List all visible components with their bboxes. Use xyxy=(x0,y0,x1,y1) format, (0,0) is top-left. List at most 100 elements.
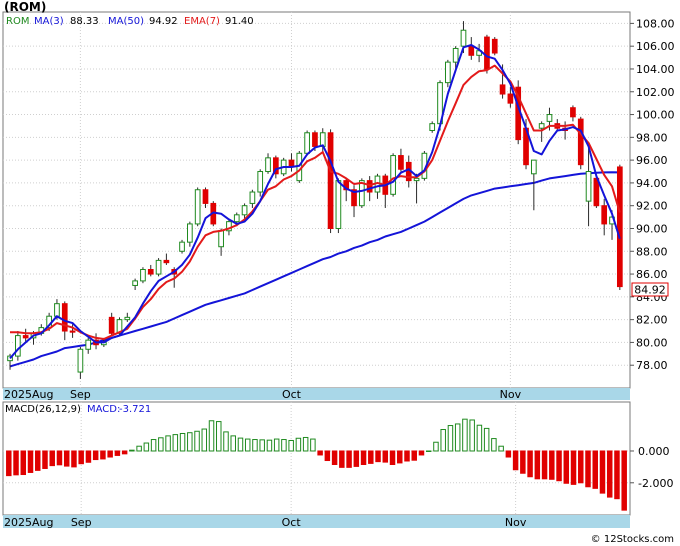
candle-down xyxy=(491,38,498,54)
macd-bar-positive xyxy=(172,434,179,452)
candle-up xyxy=(538,123,545,129)
candle-up xyxy=(187,223,193,243)
y-tick-label: 78.00 xyxy=(636,359,668,372)
macd-bar-negative xyxy=(71,450,77,468)
macd-bar-positive xyxy=(158,437,164,452)
macd-bar-negative xyxy=(520,450,526,474)
macd-bar-negative xyxy=(621,450,627,511)
candle-up xyxy=(241,205,248,216)
candle-up xyxy=(546,114,553,122)
candle-down xyxy=(570,107,576,118)
candle-up xyxy=(179,241,185,252)
macd-bar-negative xyxy=(63,450,70,467)
macd-bar-negative xyxy=(107,450,113,458)
macd-bar-positive xyxy=(266,439,273,452)
candles-layer xyxy=(7,21,623,379)
macd-bar-positive xyxy=(201,428,208,452)
macd-bar-negative xyxy=(85,450,92,463)
macd-bar-positive xyxy=(302,436,309,452)
x-tick-label: 2025Aug xyxy=(4,388,53,401)
macd-bar-negative xyxy=(411,450,417,461)
y-tick-label: 100.00 xyxy=(636,109,675,122)
macd-bar-negative xyxy=(35,450,41,471)
macd-bar-positive xyxy=(237,437,244,452)
macd-bar-negative xyxy=(100,450,106,460)
main-y-axis: 78.0080.0082.0084.0086.0088.0090.0092.00… xyxy=(630,17,675,372)
macd-bar-positive xyxy=(498,445,504,452)
candle-down xyxy=(577,118,584,166)
macd-bar-positive xyxy=(288,439,294,452)
macd-bar-positive xyxy=(150,439,157,452)
macd-bar-positive xyxy=(469,419,475,452)
candle-down xyxy=(163,259,170,264)
macd-bar-positive xyxy=(476,424,483,452)
macd-bar-positive xyxy=(462,418,468,452)
ema7-line xyxy=(10,64,621,340)
macd-x-tick-label: Oct xyxy=(282,516,302,529)
macd-bar-negative xyxy=(339,450,345,468)
candle-up xyxy=(116,319,123,334)
y-tick-label: 90.00 xyxy=(636,222,668,235)
macd-bar-positive xyxy=(223,431,229,452)
macd-bar-negative xyxy=(549,450,555,480)
macd-bar-negative xyxy=(324,450,331,462)
macd-bar-positive xyxy=(252,439,258,452)
candle-down xyxy=(108,316,115,334)
candle-up xyxy=(585,171,592,202)
macd-bar-positive xyxy=(295,437,302,452)
main-x-axis-band xyxy=(3,388,630,400)
macd-bar-negative xyxy=(592,450,598,489)
macd-y-axis: 0.000 -2.000 xyxy=(630,445,673,490)
macd-bar-negative xyxy=(563,450,570,484)
macd-bar-positive xyxy=(491,438,497,452)
candle-up xyxy=(54,303,60,317)
macd-bar-negative xyxy=(360,450,367,466)
macd-bar-negative xyxy=(27,450,34,473)
y-tick-label: 80.00 xyxy=(636,336,668,349)
macd-bar-negative xyxy=(368,450,374,464)
candle-down xyxy=(327,132,334,229)
footer-credit: © 12Stocks.com xyxy=(590,534,674,545)
candle-up xyxy=(335,180,342,229)
candle-up xyxy=(390,155,396,195)
y-tick-label: 94.00 xyxy=(636,177,668,190)
macd-bar-negative xyxy=(114,450,121,456)
macd-bars xyxy=(6,418,627,511)
macd-bar-negative xyxy=(614,450,620,500)
candle-down xyxy=(61,303,68,332)
macd-bar-positive xyxy=(129,449,135,452)
macd-x-tick-label: 2025Aug xyxy=(4,516,53,529)
last-price-label: 84.92 xyxy=(634,284,666,297)
macd-bar-negative xyxy=(418,450,425,456)
candle-up xyxy=(452,47,459,63)
legend-ema7-label: EMA(7) xyxy=(184,16,220,27)
macd-bar-positive xyxy=(454,423,461,452)
candle-down xyxy=(312,132,318,147)
y-tick-label: 104.00 xyxy=(636,63,675,76)
candle-up xyxy=(265,157,271,173)
macd-x-axis: 2025Aug Sep Oct Nov xyxy=(4,516,527,529)
macd-bar-negative xyxy=(20,450,27,476)
chart-title: (ROM) xyxy=(4,0,47,14)
candle-down xyxy=(351,189,357,207)
candle-up xyxy=(218,230,224,248)
macd-bar-positive xyxy=(433,441,439,452)
macd-bar-negative xyxy=(534,450,541,480)
ma3-line xyxy=(9,44,621,360)
y-tick-label: 108.00 xyxy=(636,17,675,30)
candle-down xyxy=(69,330,76,333)
macd-bar-positive xyxy=(447,425,454,452)
macd-bar-negative xyxy=(92,450,99,461)
candle-up xyxy=(124,316,131,321)
x-tick-label: Oct xyxy=(282,388,302,401)
candle-up xyxy=(429,123,436,131)
macd-bar-positive xyxy=(216,421,222,452)
macd-bar-positive xyxy=(425,450,432,452)
macd-bar-negative xyxy=(505,450,512,458)
macd-bar-negative xyxy=(382,450,389,463)
candle-up xyxy=(304,132,310,154)
candle-up xyxy=(358,180,365,207)
macd-bar-positive xyxy=(440,429,446,452)
x-tick-label: Nov xyxy=(500,388,522,401)
macd-bar-positive xyxy=(244,438,251,452)
